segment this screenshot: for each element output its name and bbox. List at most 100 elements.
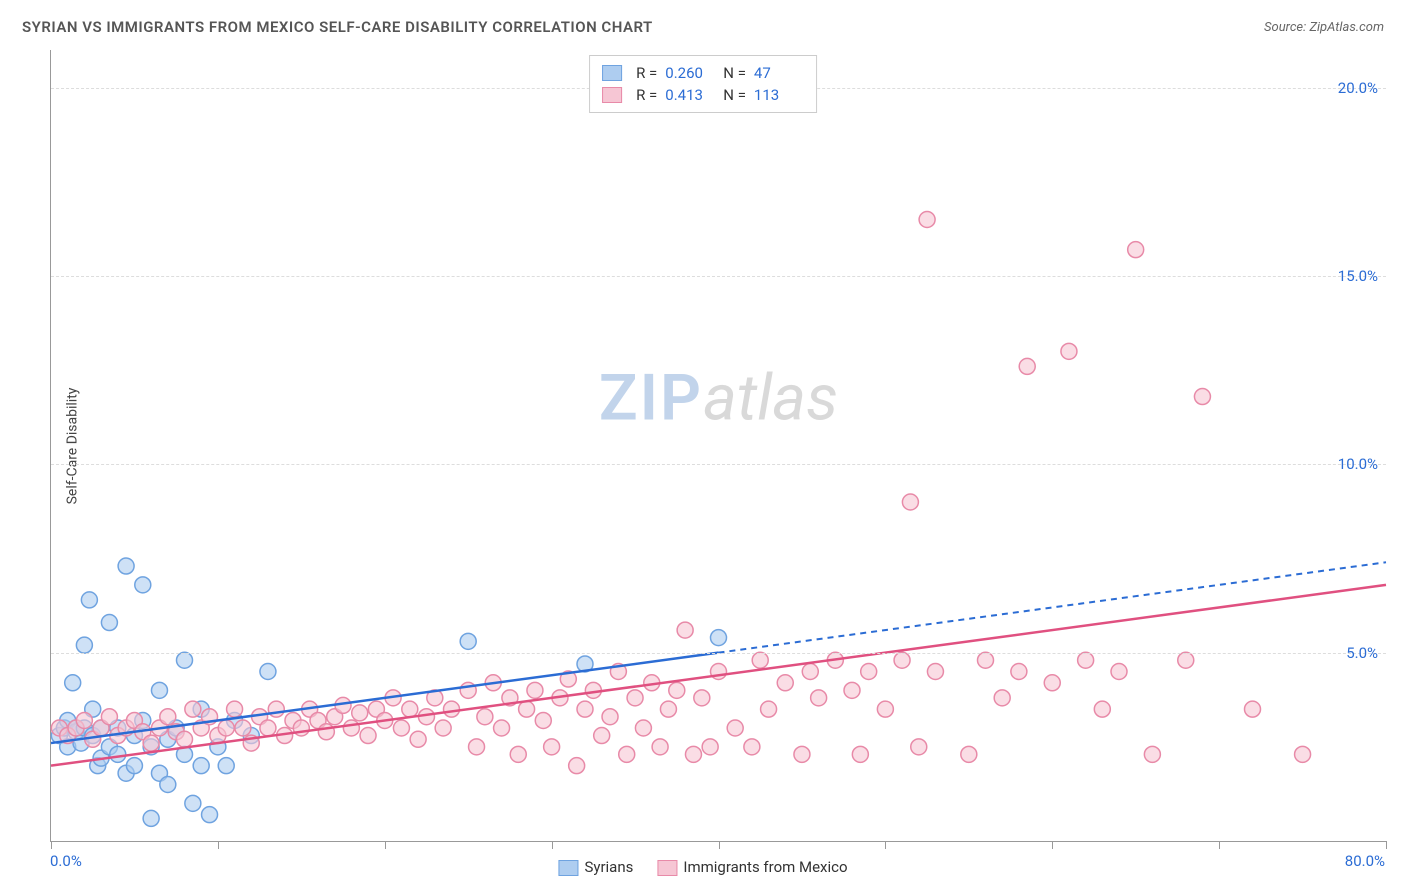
scatter-point (126, 758, 142, 774)
scatter-point (544, 739, 560, 755)
scatter-point (794, 746, 810, 762)
legend-n-value: 47 (754, 64, 804, 82)
scatter-point (761, 701, 777, 717)
scatter-point (444, 701, 460, 717)
scatter-point (877, 701, 893, 717)
scatter-point (268, 701, 284, 717)
x-tick (1386, 841, 1387, 849)
scatter-point (1194, 389, 1210, 405)
legend-swatch (558, 860, 578, 876)
scatter-point (469, 739, 485, 755)
scatter-point (811, 690, 827, 706)
correlation-legend: R = 0.260N = 47R = 0.413N = 113 (589, 55, 817, 113)
scatter-point (177, 652, 193, 668)
scatter-point (1111, 664, 1127, 680)
scatter-point (218, 720, 234, 736)
scatter-point (702, 739, 718, 755)
gridline (51, 276, 1386, 277)
scatter-point (519, 701, 535, 717)
scatter-point (577, 701, 593, 717)
gridline (51, 653, 1386, 654)
scatter-point (110, 746, 126, 762)
scatter-point (752, 652, 768, 668)
legend-n-label: N = (723, 64, 746, 82)
legend-r-value: 0.413 (665, 86, 715, 104)
scatter-point (569, 758, 585, 774)
scatter-point (101, 615, 117, 631)
legend-item: Syrians (558, 858, 633, 876)
scatter-point (202, 807, 218, 823)
scatter-point (193, 758, 209, 774)
scatter-point (911, 739, 927, 755)
x-tick (719, 841, 720, 849)
scatter-point (143, 810, 159, 826)
scatter-point (510, 746, 526, 762)
x-tick (1052, 841, 1053, 849)
scatter-point (744, 739, 760, 755)
y-tick-label: 5.0% (1346, 644, 1378, 662)
trend-line (51, 585, 1386, 766)
legend-row: R = 0.413N = 113 (602, 84, 804, 106)
scatter-point (185, 795, 201, 811)
scatter-point (1128, 242, 1144, 258)
scatter-point (402, 701, 418, 717)
scatter-point (1245, 701, 1261, 717)
legend-r-label: R = (636, 86, 657, 104)
legend-r-label: R = (636, 64, 657, 82)
scatter-point (802, 664, 818, 680)
x-axis-label: 0.0% (50, 852, 82, 870)
scatter-point (360, 728, 376, 744)
scatter-point (685, 746, 701, 762)
scatter-point (527, 682, 543, 698)
scatter-point (669, 682, 685, 698)
scatter-point (660, 701, 676, 717)
scatter-point (861, 664, 877, 680)
scatter-point (393, 720, 409, 736)
legend-r-value: 0.260 (665, 64, 715, 82)
scatter-point (1144, 746, 1160, 762)
scatter-point (694, 690, 710, 706)
scatter-point (894, 652, 910, 668)
scatter-plot-svg (51, 50, 1386, 841)
scatter-point (177, 731, 193, 747)
scatter-point (185, 701, 201, 717)
scatter-point (1094, 701, 1110, 717)
y-tick-label: 10.0% (1338, 455, 1378, 473)
scatter-point (1078, 652, 1094, 668)
scatter-point (118, 558, 134, 574)
legend-swatch (602, 87, 622, 103)
scatter-point (1061, 343, 1077, 359)
scatter-point (677, 622, 693, 638)
chart-title: SYRIAN VS IMMIGRANTS FROM MEXICO SELF-CA… (22, 18, 653, 36)
scatter-point (1295, 746, 1311, 762)
x-tick (385, 841, 386, 849)
gridline (51, 464, 1386, 465)
scatter-point (235, 720, 251, 736)
legend-n-label: N = (723, 86, 746, 104)
scatter-point (994, 690, 1010, 706)
scatter-point (218, 758, 234, 774)
trend-line (51, 653, 719, 743)
scatter-point (1178, 652, 1194, 668)
legend-label: Immigrants from Mexico (683, 858, 847, 876)
trend-line-extrapolated (719, 562, 1387, 652)
y-tick-label: 15.0% (1338, 267, 1378, 285)
scatter-point (619, 746, 635, 762)
scatter-point (844, 682, 860, 698)
scatter-point (652, 739, 668, 755)
scatter-point (160, 709, 176, 725)
scatter-point (410, 731, 426, 747)
scatter-point (777, 675, 793, 691)
scatter-point (227, 701, 243, 717)
scatter-point (635, 720, 651, 736)
scatter-point (460, 633, 476, 649)
source-attribution: Source: ZipAtlas.com (1264, 20, 1384, 35)
scatter-point (151, 682, 167, 698)
scatter-point (81, 592, 97, 608)
scatter-point (260, 664, 276, 680)
legend-item: Immigrants from Mexico (657, 858, 847, 876)
scatter-point (727, 720, 743, 736)
legend-swatch (602, 65, 622, 81)
scatter-point (978, 652, 994, 668)
legend-label: Syrians (584, 858, 633, 876)
